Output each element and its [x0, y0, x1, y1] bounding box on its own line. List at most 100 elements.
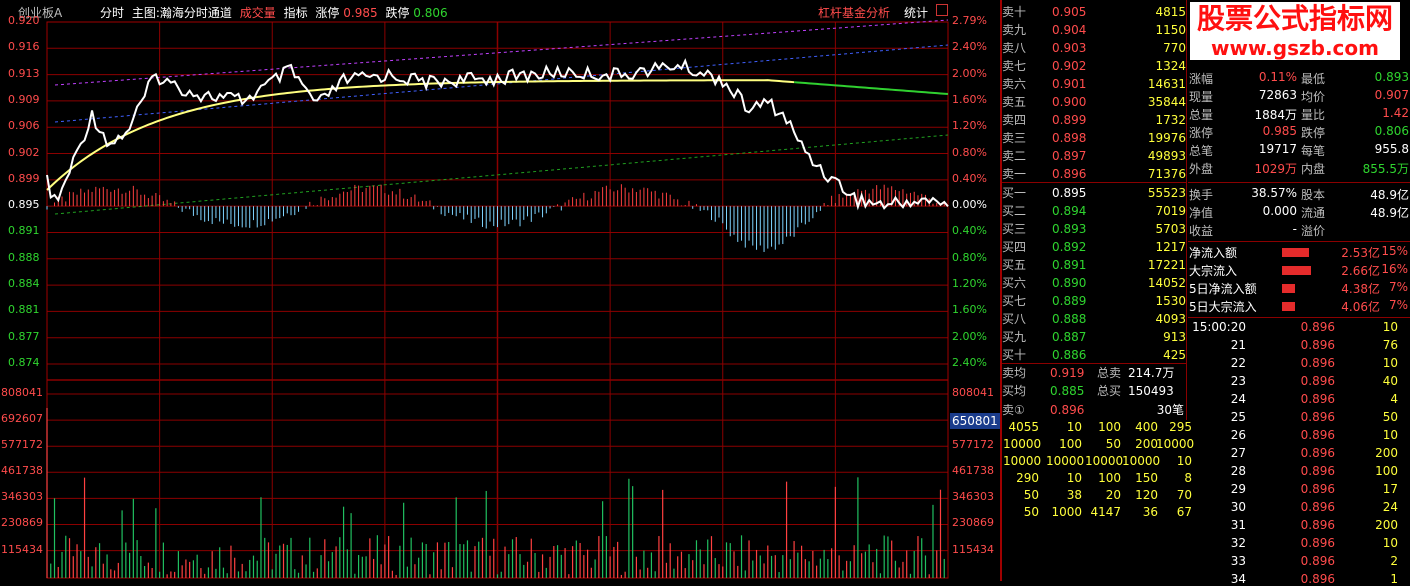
flow-value: 4.06亿	[1341, 300, 1380, 314]
queue-cell: 36	[1142, 505, 1158, 519]
sell-queue-price: 0.896	[1050, 403, 1085, 417]
ask-level-label: 卖八	[1002, 41, 1027, 55]
watermark-url: www.gszb.com	[1190, 36, 1400, 60]
bid-row: 买六 0.890 14052	[1002, 274, 1186, 292]
tab-timeshare[interactable]: 分时	[100, 6, 125, 20]
bid-volume: 7019	[1155, 204, 1186, 218]
bid-level-label: 买四	[1002, 240, 1027, 254]
price-tick-label: 0.913	[8, 66, 40, 80]
percent-tick-label: 0.40%	[952, 224, 987, 238]
tick-price: 0.896	[1300, 572, 1335, 586]
tick-time: 26	[1230, 428, 1246, 442]
bid-price: 0.894	[1052, 204, 1087, 218]
tick-volume: 4	[1390, 392, 1398, 406]
bid-level-label: 买五	[1002, 258, 1027, 272]
ask-price: 0.900	[1052, 95, 1087, 109]
quote-value: 0.907	[1374, 88, 1409, 102]
quote-label: 总量	[1189, 108, 1214, 122]
percent-tick-label: 0.80%	[952, 250, 987, 264]
quote-label: 跌停	[1301, 126, 1326, 140]
bid-price: 0.895	[1052, 186, 1087, 200]
price-tick-label: 0.874	[8, 356, 40, 370]
queue-cell: 150	[1135, 471, 1158, 485]
percent-tick-label: 1.60%	[952, 92, 987, 106]
queue-cell: 50	[1105, 437, 1121, 451]
stats-button[interactable]: 统计	[904, 6, 929, 20]
percent-tick-label: 0.00%	[952, 198, 987, 212]
main-indicator-label[interactable]: 主图:瀚海分时通道	[131, 6, 232, 20]
tick-price: 0.896	[1300, 500, 1335, 514]
total-sell-value: 214.7万	[1128, 366, 1175, 380]
tick-volume: 10	[1382, 356, 1398, 370]
percent-tick-label: 1.60%	[952, 303, 987, 317]
intraday-chart-area[interactable]: 创业板A 分时 主图:瀚海分时通道 成交量 指标 涨停 0.985 跌停 0.8…	[0, 0, 1000, 581]
quote-label: 现量	[1189, 90, 1214, 104]
limit-down-value: 0.806	[413, 6, 448, 20]
price-tick-label: 0.899	[8, 171, 40, 185]
ask-volume: 1324	[1155, 59, 1186, 73]
indicator-menu[interactable]: 指标	[283, 6, 308, 20]
total-buy-value: 150493	[1128, 384, 1174, 398]
tick-volume: 200	[1375, 518, 1398, 532]
avg-buy-value: 0.885	[1050, 384, 1085, 398]
average-price-line	[46, 79, 795, 191]
queue-cell: 4147	[1090, 505, 1121, 519]
price-tick-label: 0.888	[8, 250, 40, 264]
quote-divider	[1188, 182, 1410, 183]
quote-label: 内盘	[1301, 162, 1326, 176]
tick-price: 0.896	[1300, 374, 1335, 388]
queue-cell: 10000	[1122, 454, 1161, 468]
quote-value: 48.9亿	[1370, 188, 1409, 202]
queue-cell: 10000	[1156, 437, 1195, 451]
ask-row: 卖三 0.898 19976	[1002, 129, 1186, 147]
ask-price: 0.899	[1052, 113, 1087, 127]
queue-cell: 120	[1135, 488, 1158, 502]
ask-level-label: 卖十	[1002, 5, 1027, 19]
bid-volume: 4093	[1155, 312, 1186, 326]
ask-level-label: 卖六	[1002, 77, 1027, 91]
ask-row: 卖九 0.904 1150	[1002, 21, 1186, 39]
tick-price: 0.896	[1300, 392, 1335, 406]
flow-divider	[1188, 241, 1410, 242]
volume-tick-label: 346303	[1, 490, 43, 504]
bid-level-label: 买二	[1002, 204, 1027, 218]
quote-value: -	[1292, 222, 1297, 236]
quote-label: 股本	[1301, 188, 1326, 202]
percent-tick-label: 2.79%	[952, 14, 987, 27]
flow-label: 净流入额	[1189, 246, 1238, 260]
flow-percent: 7%	[1388, 298, 1408, 312]
flow-percent: 15%	[1381, 244, 1408, 258]
tick-time: 21	[1230, 338, 1246, 352]
tick-time: 15:00:20	[1192, 320, 1246, 334]
bid-price: 0.890	[1052, 276, 1087, 290]
ask-level-label: 卖一	[1002, 167, 1027, 181]
bid-level-label: 买八	[1002, 312, 1027, 326]
queue-cell: 38	[1066, 488, 1082, 502]
quote-value: 0.806	[1374, 124, 1409, 138]
bid-price: 0.893	[1052, 222, 1087, 236]
quote-value: 38.57%	[1251, 186, 1297, 200]
bid-row: 买四 0.892 1217	[1002, 238, 1186, 256]
ask-price: 0.896	[1052, 167, 1087, 181]
ask-price: 0.904	[1052, 23, 1087, 37]
bid-row: 买七 0.889 1530	[1002, 292, 1186, 310]
quote-label: 外盘	[1189, 162, 1214, 176]
percent-tick-label: 2.00%	[952, 329, 987, 343]
volume-label[interactable]: 成交量	[239, 6, 276, 20]
volume-tick-label: 230869	[952, 516, 994, 530]
bid-level-label: 买九	[1002, 330, 1027, 344]
bid-level-label: 买一	[1002, 186, 1027, 200]
price-tick-label: 0.891	[8, 224, 40, 238]
queue-cell: 1000	[1051, 505, 1082, 519]
intraday-chart[interactable]	[0, 0, 1000, 581]
quote-label: 最低	[1301, 72, 1326, 86]
flow-percent: 16%	[1381, 262, 1408, 276]
queue-cell: 295	[1169, 420, 1192, 434]
quote-label: 净值	[1189, 206, 1214, 220]
bid-volume: 5703	[1155, 222, 1186, 236]
queue-cell: 20	[1105, 488, 1121, 502]
window-toggle-icon[interactable]	[936, 4, 948, 16]
ask-row: 卖六 0.901 14631	[1002, 75, 1186, 93]
tick-price: 0.896	[1300, 464, 1335, 478]
leveraged-fund-link[interactable]: 杠杆基金分析	[818, 6, 891, 20]
